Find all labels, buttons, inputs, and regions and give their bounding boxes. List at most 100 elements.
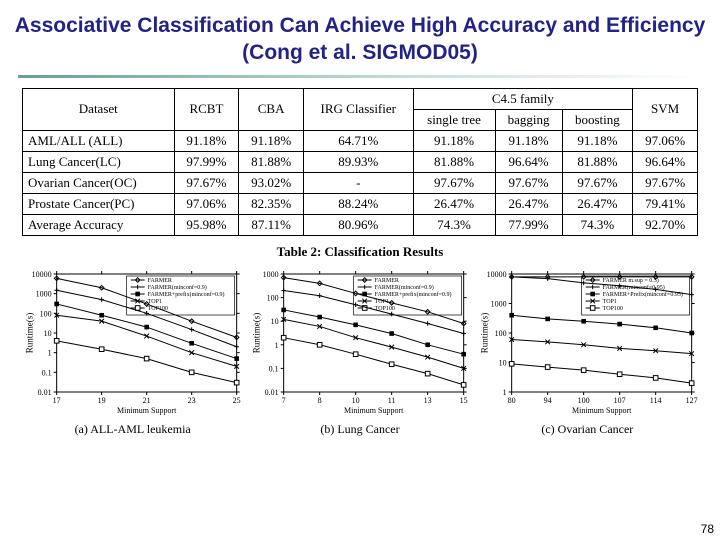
cell: 97.67% [174, 172, 239, 193]
cell: 88.24% [304, 193, 414, 214]
svg-text:TOP100: TOP100 [375, 306, 395, 312]
chart-c-caption: (c) Ovarian Cancer [477, 422, 698, 437]
cell: 93.02% [239, 172, 304, 193]
row-label: AML/ALL (ALL) [23, 130, 175, 151]
svg-text:1000: 1000 [36, 289, 52, 298]
svg-text:13: 13 [424, 396, 432, 405]
cell: 97.67% [495, 172, 562, 193]
cell: 91.18% [239, 130, 304, 151]
title-underline [18, 75, 702, 78]
svg-text:100: 100 [267, 293, 279, 302]
cell: 81.88% [413, 151, 495, 172]
cell: - [304, 172, 414, 193]
page-number: 78 [701, 522, 714, 536]
svg-text:FARMER(minconf=0.9): FARMER(minconf=0.9) [375, 284, 434, 291]
cell: 91.18% [174, 130, 239, 151]
results-table-wrap: Dataset RCBT CBA IRG Classifier C4.5 fam… [0, 88, 720, 260]
col-irg: IRG Classifier [304, 88, 414, 130]
svg-text:100: 100 [494, 329, 506, 338]
svg-text:100: 100 [40, 309, 52, 318]
cell: 74.3% [562, 214, 633, 235]
cell: 89.93% [304, 151, 414, 172]
cell: 26.47% [495, 193, 562, 214]
cell: 97.99% [174, 151, 239, 172]
svg-text:Runtime(s): Runtime(s) [252, 312, 262, 353]
cell: 97.67% [562, 172, 633, 193]
cell: 26.47% [413, 193, 495, 214]
row-label: Average Accuracy [23, 214, 175, 235]
svg-text:0.01: 0.01 [38, 388, 52, 397]
cell: 96.64% [633, 151, 698, 172]
svg-text:TOP1: TOP1 [602, 299, 616, 305]
cell: 79.41% [633, 193, 698, 214]
svg-text:1000: 1000 [263, 270, 279, 279]
cell: 64.71% [304, 130, 414, 151]
cell: 77.99% [495, 214, 562, 235]
cell: 74.3% [413, 214, 495, 235]
cell: 92.70% [633, 214, 698, 235]
svg-text:0.1: 0.1 [42, 368, 52, 377]
svg-text:10: 10 [498, 358, 506, 367]
svg-text:FARMER+prefix(minconf=0.9): FARMER+prefix(minconf=0.9) [148, 291, 225, 298]
cell: 97.06% [174, 193, 239, 214]
svg-text:10: 10 [44, 329, 52, 338]
chart-b: 0.010.111010010007810111315Runtime(s)Min… [249, 266, 470, 437]
cell: 26.47% [562, 193, 633, 214]
svg-text:0.01: 0.01 [265, 388, 279, 397]
cell: 91.18% [495, 130, 562, 151]
svg-text:7: 7 [282, 396, 286, 405]
cell: 95.98% [174, 214, 239, 235]
cell: 97.67% [413, 172, 495, 193]
svg-text:Minimum Support: Minimum Support [344, 406, 404, 415]
svg-text:15: 15 [460, 396, 468, 405]
table-row: Prostate Cancer(PC)97.06%82.35%88.24%26.… [23, 193, 698, 214]
svg-text:114: 114 [649, 396, 661, 405]
table-row: Average Accuracy95.98%87.11%80.96%74.3%7… [23, 214, 698, 235]
row-label: Prostate Cancer(PC) [23, 193, 175, 214]
cell: 91.18% [562, 130, 633, 151]
svg-text:1: 1 [502, 388, 506, 397]
svg-text:21: 21 [143, 396, 151, 405]
svg-text:107: 107 [613, 396, 625, 405]
svg-text:25: 25 [233, 396, 241, 405]
svg-text:10000: 10000 [32, 270, 52, 279]
svg-text:TOP1: TOP1 [148, 299, 162, 305]
cell: 87.11% [239, 214, 304, 235]
col-bagging: bagging [495, 109, 562, 130]
table-row: Lung Cancer(LC)97.99%81.88%89.93%81.88%9… [23, 151, 698, 172]
cell: 91.18% [413, 130, 495, 151]
col-c45: C4.5 family [413, 88, 633, 109]
svg-text:10000: 10000 [486, 270, 506, 279]
svg-text:Runtime(s): Runtime(s) [479, 312, 489, 353]
col-rcbt: RCBT [174, 88, 239, 130]
svg-text:80: 80 [507, 396, 515, 405]
chart-a: 0.010.11101001000100001719212325Runtime(… [22, 266, 243, 437]
svg-text:Minimum Support: Minimum Support [117, 406, 177, 415]
svg-text:TOP100: TOP100 [602, 306, 622, 312]
results-table: Dataset RCBT CBA IRG Classifier C4.5 fam… [22, 88, 698, 236]
table-caption: Table 2: Classification Results [22, 244, 698, 260]
svg-text:17: 17 [53, 396, 61, 405]
svg-text:8: 8 [318, 396, 322, 405]
col-svm: SVM [633, 88, 698, 130]
table-row: Ovarian Cancer(OC)97.67%93.02%-97.67%97.… [23, 172, 698, 193]
svg-text:100: 100 [577, 396, 589, 405]
svg-text:FARMER: FARMER [375, 278, 399, 284]
row-label: Lung Cancer(LC) [23, 151, 175, 172]
col-dataset: Dataset [23, 88, 175, 130]
svg-text:FARMER(minconf=0.9): FARMER(minconf=0.9) [148, 284, 207, 291]
cell: 80.96% [304, 214, 414, 235]
table-row: AML/ALL (ALL)91.18%91.18%64.71%91.18%91.… [23, 130, 698, 151]
svg-text:11: 11 [388, 396, 396, 405]
svg-text:0.1: 0.1 [269, 364, 279, 373]
cell: 82.35% [239, 193, 304, 214]
svg-text:10: 10 [271, 317, 279, 326]
svg-text:Runtime(s): Runtime(s) [25, 312, 35, 353]
svg-text:FARMER: FARMER [148, 278, 172, 284]
svg-text:1: 1 [275, 340, 279, 349]
chart-c: 1101001000100008094100107114127Runtime(s… [477, 266, 698, 437]
svg-text:23: 23 [188, 396, 196, 405]
cell: 96.64% [495, 151, 562, 172]
svg-text:FARMER+prefix(minconf=0.9): FARMER+prefix(minconf=0.9) [375, 291, 452, 298]
col-single-tree: single tree [413, 109, 495, 130]
